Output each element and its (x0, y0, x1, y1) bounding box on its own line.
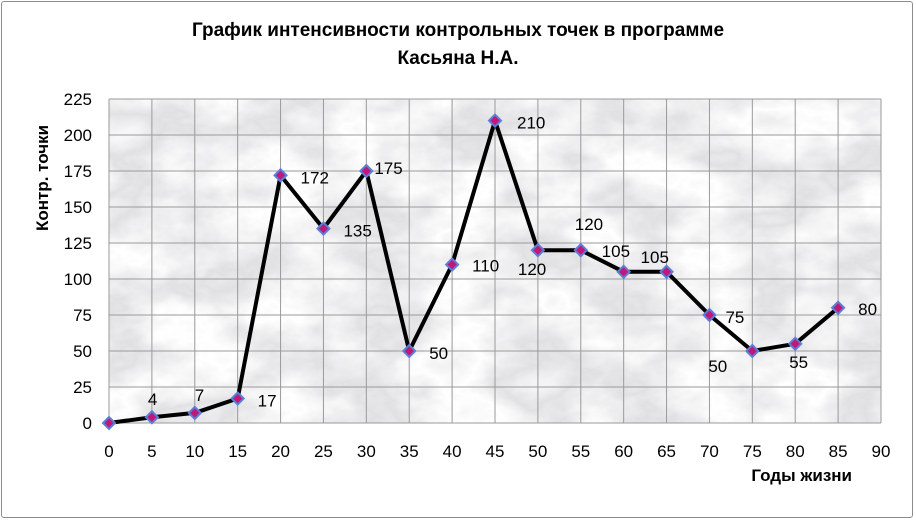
y-tick-label: 125 (64, 234, 92, 253)
x-tick-label: 60 (614, 442, 633, 461)
data-point-marker (230, 391, 246, 406)
data-label: 120 (518, 260, 546, 279)
y-tick-label: 50 (73, 342, 92, 361)
y-axis-label: Контр. точки (33, 125, 52, 231)
data-point-marker (702, 307, 717, 323)
x-tick-label: 55 (571, 442, 590, 461)
x-tick-label: 65 (657, 442, 676, 461)
x-tick-label: 35 (400, 442, 419, 461)
data-label: 135 (343, 222, 371, 241)
x-tick-label: 45 (486, 442, 505, 461)
x-tick-label: 80 (786, 442, 805, 461)
data-point-marker (273, 167, 288, 183)
x-tick-label: 40 (443, 442, 462, 461)
data-label: 4 (148, 390, 157, 409)
series-line (108, 118, 840, 425)
data-label: 55 (789, 353, 808, 372)
chart-title-line-2: Касьяна Н.А. (397, 48, 519, 69)
data-label: 50 (708, 357, 727, 376)
y-tick-label: 0 (83, 414, 92, 433)
x-axis-label: Годы жизни (751, 466, 852, 485)
data-label: 17 (258, 392, 277, 411)
y-tick-label: 150 (64, 198, 92, 217)
data-label: 7 (195, 386, 204, 405)
x-tick-label: 50 (528, 442, 547, 461)
x-tick-label: 85 (829, 442, 848, 461)
data-label: 50 (429, 344, 448, 363)
data-label: 110 (472, 257, 499, 276)
data-label: 172 (301, 168, 329, 187)
data-label: 75 (725, 308, 744, 327)
x-tick-label: 5 (147, 442, 156, 461)
x-tick-label: 70 (700, 442, 719, 461)
data-point-marker (744, 343, 760, 359)
data-point-marker (530, 242, 546, 258)
data-point-marker (144, 409, 160, 425)
data-label: 175 (374, 159, 402, 178)
data-label: 105 (641, 248, 669, 267)
data-point-marker (444, 257, 460, 273)
x-tick-label: 75 (743, 442, 762, 461)
data-label: 105 (602, 242, 630, 261)
y-tick-label: 25 (73, 378, 92, 397)
x-tick-label: 10 (185, 442, 204, 461)
data-point-marker (358, 163, 374, 179)
x-tick-label: 15 (228, 442, 247, 461)
chart-title-line-1: График интенсивности контрольных точек в… (191, 20, 725, 41)
data-point-marker (401, 343, 417, 359)
y-tick-label: 200 (64, 126, 92, 145)
y-tick-label: 225 (64, 90, 92, 109)
data-label: 120 (575, 215, 603, 234)
data-label: 80 (858, 300, 877, 319)
data-point-marker (487, 113, 503, 129)
x-tick-label: 0 (104, 442, 113, 461)
data-label: 210 (517, 114, 545, 133)
data-point-marker (659, 264, 674, 280)
x-tick-label: 30 (357, 442, 376, 461)
x-tick-label: 90 (872, 442, 891, 461)
data-point-marker (316, 221, 331, 237)
data-point-marker (187, 405, 203, 421)
y-tick-label: 75 (73, 306, 92, 325)
y-tick-label: 175 (64, 162, 92, 181)
x-tick-label: 20 (271, 442, 290, 461)
y-tick-label: 100 (64, 270, 92, 289)
data-point-marker (573, 242, 589, 258)
data-point-marker (787, 336, 803, 352)
data-point-marker (616, 264, 632, 280)
data-point-marker (830, 300, 846, 316)
x-tick-label: 25 (314, 442, 333, 461)
data-point-marker (101, 415, 117, 431)
